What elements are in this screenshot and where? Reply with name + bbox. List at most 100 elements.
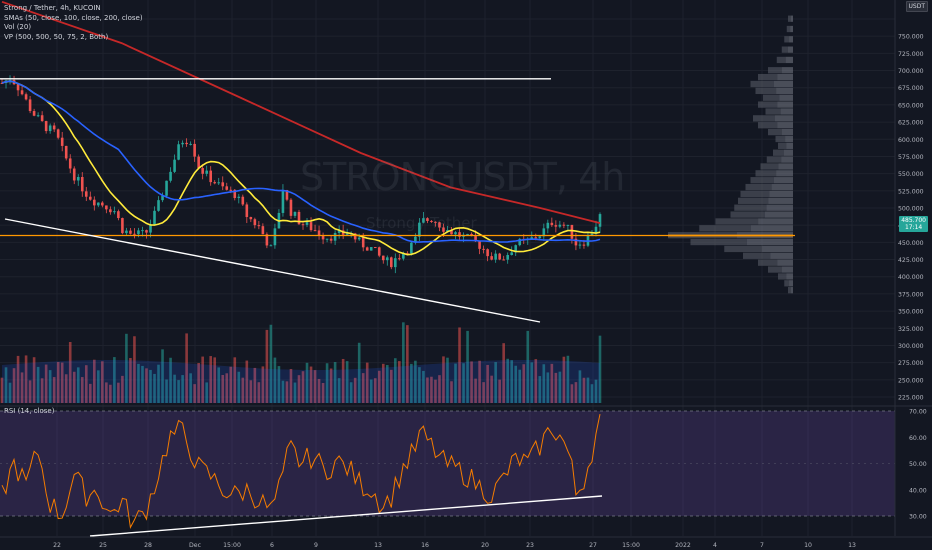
vp-row-up [750,177,774,184]
vp-row-up [773,149,784,156]
legend-volume[interactable]: Vol (20) [4,23,32,31]
candle-body [558,224,562,227]
volume-bar [486,364,489,403]
rsi-band [0,411,895,516]
volume-bar [558,371,562,403]
sma-50-line [1,80,601,256]
vp-row-up [768,128,782,136]
volume-bar [20,372,24,403]
candle-body [201,168,204,174]
vp-row-down [776,170,793,177]
vp-row-up [763,94,780,101]
price-axis[interactable]: 750.000 725.000 700.000 675.000 650.000 625.0… [894,0,927,536]
time-tick-label: 25 [99,542,107,549]
volume-bar [44,364,48,403]
volume-bar [562,356,566,403]
time-axis[interactable]: 22 25 28 Dec 15:00 6 9 13 16 20 23 27 15:00 2022 4 7 10 1… [0,536,932,549]
vp-row-up [690,238,747,246]
candle-body [357,237,361,240]
candle-body [225,186,229,190]
candle-body [514,245,518,253]
volume-bar [137,363,140,403]
volume-bar [317,378,321,403]
vp-row-up [775,135,786,143]
legend-symbol[interactable]: Strong / Tether, 4h, KUCOIN [4,4,101,12]
time-tick-label: 15:00 [622,542,640,549]
volume-bar [141,365,144,403]
vp-row-up [730,211,765,218]
candle-body [594,226,598,234]
candle-body [442,227,445,232]
candle-body [333,232,337,241]
candle-body [93,199,96,206]
candle-body [321,235,325,240]
volume-bar [273,357,277,403]
price-tick-label: 650.000 [898,102,924,109]
volume-bar [514,365,518,403]
vp-row-down [781,67,793,74]
volume-bar [93,359,96,403]
volume-bar [478,360,481,403]
candle-body [48,125,52,132]
volume-bar [333,362,337,403]
volume-bar [470,361,473,403]
candle-body [145,230,148,233]
vp-row-up [758,101,778,108]
candle-body [105,205,108,210]
currency-badge[interactable]: USDT [905,1,928,12]
candle-body [209,170,212,183]
volume-bar [321,382,325,403]
volume-bar [566,355,570,403]
volume-bar [229,366,233,403]
vp-row-down [786,273,793,280]
volume-bar [369,379,373,403]
candle-body [434,221,437,223]
vp-row-down [770,252,793,259]
volume-bar [538,376,542,403]
candle-body [582,244,586,246]
rsi-legend[interactable]: RSI (14, close) [4,407,55,415]
volume-bar [205,382,208,403]
time-tick-label: 2022 [675,542,691,549]
volume-bar [36,366,40,403]
vp-row-up [788,287,791,294]
price-tick-label: 375.000 [898,291,924,298]
candle-body [454,232,457,235]
sma-200-line [1,0,601,224]
vp-row-down [785,56,793,64]
volume-bar [68,341,72,403]
volume-bar [261,366,265,403]
volume-bar [357,342,361,403]
legend-sma[interactable]: SMAs (50, close, 100, close, 200, close) [4,13,143,22]
volume-bar [245,360,249,403]
candle-body [40,115,44,122]
candle-body [24,94,28,100]
volume-bar [28,380,32,403]
candle-body [446,229,449,232]
vp-row-down [777,122,793,129]
candle-body [301,224,305,226]
volume-bar [189,373,192,403]
volume-bar [450,381,453,403]
candle-body [345,233,349,235]
vp-row-down [781,156,793,163]
candle-body [137,230,140,235]
volume-bar [554,372,558,403]
vp-row-up [776,56,786,64]
candle-body [80,177,84,192]
volume-bar [56,362,60,403]
volume-bar [80,377,84,403]
candle-body [149,224,152,233]
legend-vp[interactable]: VP (500, 500, 50, 75, 2, Both) [4,32,109,41]
time-tick-label: 27 [589,542,597,549]
vp-row-up [784,36,790,43]
candle-body [305,222,309,225]
volume-bar [385,365,389,403]
candle-body [193,143,196,157]
vp-row-up [766,156,782,163]
candle-body [60,137,64,146]
vp-row-down [771,183,793,191]
candle-body [20,90,24,95]
volume-bar [84,365,88,403]
